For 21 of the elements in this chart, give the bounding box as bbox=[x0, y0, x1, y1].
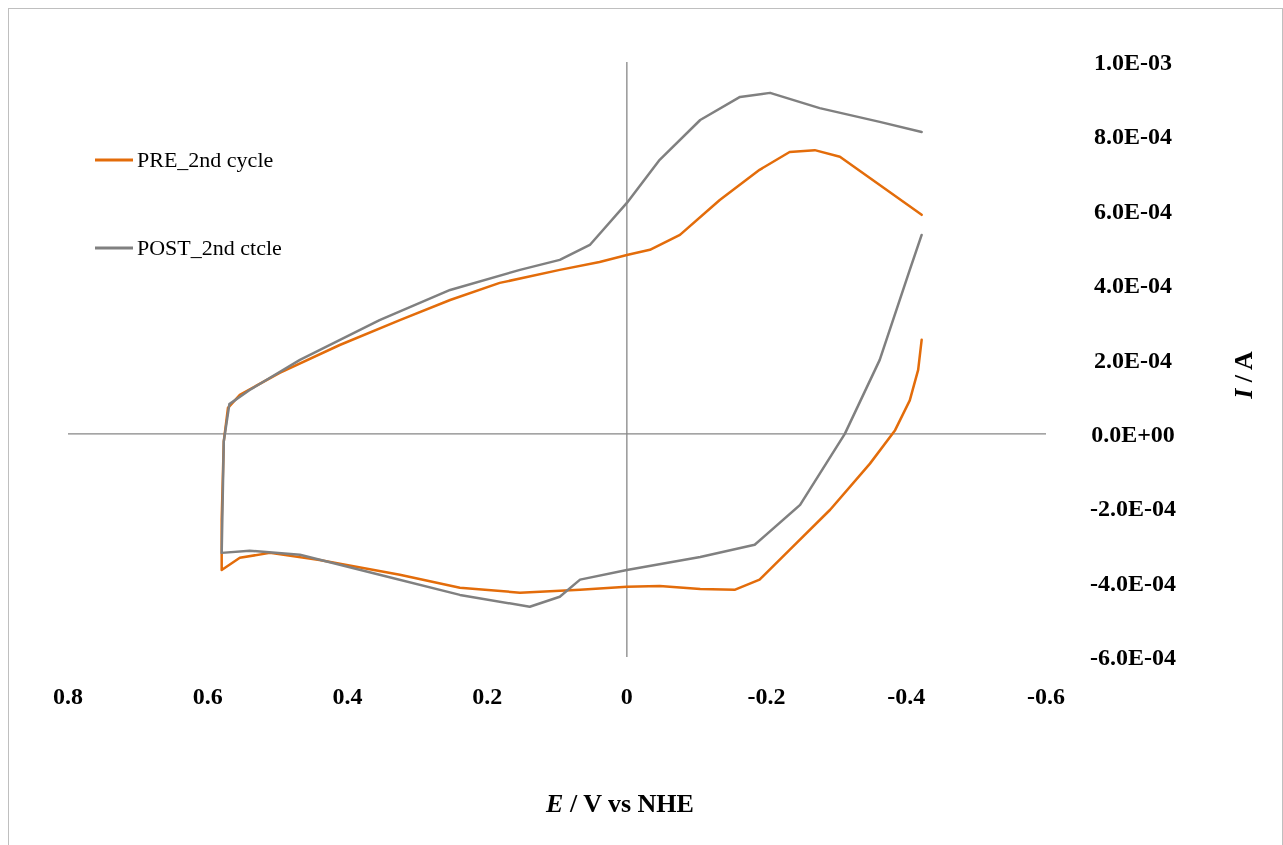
y-tick-label: 0.0E+00 bbox=[1091, 420, 1175, 447]
y-axis-title: I / A bbox=[1229, 350, 1258, 400]
y-tick-label: 1.0E-03 bbox=[1094, 49, 1172, 75]
x-axis-title: E / V vs NHE bbox=[545, 789, 694, 818]
x-tick-label: -0.2 bbox=[747, 683, 786, 709]
x-tick-label: 0.8 bbox=[53, 683, 83, 709]
legend-label: PRE_2nd cycle bbox=[137, 147, 274, 172]
y-tick-label: -2.0E-04 bbox=[1090, 495, 1176, 522]
x-tick-label: 0.2 bbox=[472, 683, 503, 709]
x-tick-label: 0 bbox=[620, 683, 633, 709]
x-tick-label: -0.6 bbox=[1027, 683, 1065, 709]
y-tick-label: -6.0E-04 bbox=[1090, 644, 1176, 670]
y-tick-label: 4.0E-04 bbox=[1094, 272, 1172, 299]
legend-label: POST_2nd ctcle bbox=[137, 235, 282, 260]
x-tick-label: 0.4 bbox=[332, 683, 363, 709]
x-tick-label: -0.4 bbox=[887, 683, 926, 709]
x-tick-label: 0.6 bbox=[192, 683, 223, 709]
y-tick-label: 8.0E-04 bbox=[1094, 123, 1172, 150]
y-tick-label: 6.0E-04 bbox=[1094, 197, 1172, 224]
y-tick-label: -4.0E-04 bbox=[1090, 569, 1176, 596]
y-tick-label: 2.0E-04 bbox=[1094, 346, 1172, 373]
